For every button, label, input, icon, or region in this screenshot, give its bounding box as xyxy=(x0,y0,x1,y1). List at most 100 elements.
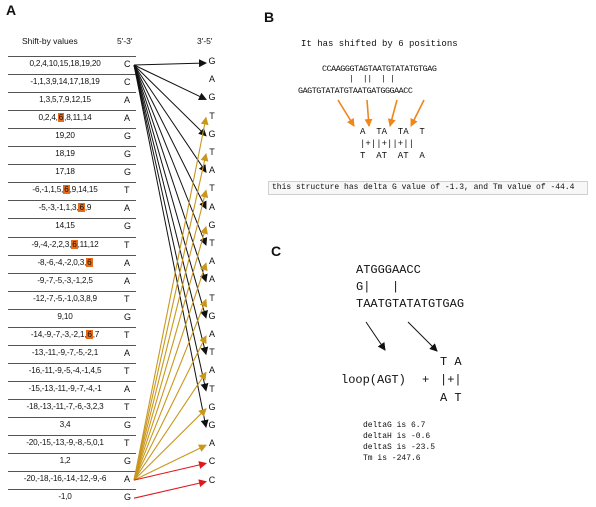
duplex-pairs: |+||+||+|| xyxy=(360,139,415,149)
shift-title: It has shifted by 6 positions xyxy=(301,39,458,49)
right-base: G xyxy=(208,420,216,430)
shift-row: -8,-6,-4,-2,0,3,6 A xyxy=(8,254,146,273)
left-base: A xyxy=(124,257,131,268)
left-base: G xyxy=(124,221,132,232)
left-base: T xyxy=(124,401,130,412)
right-base: T xyxy=(209,110,215,121)
panel-c-arrows xyxy=(365,321,438,352)
shift-values: 1,3,5,7,9,12,15 xyxy=(8,95,122,104)
right-base: G xyxy=(208,219,216,230)
right-base: A xyxy=(208,165,215,176)
shift-row: 18,19 G xyxy=(8,146,146,164)
black-arrow xyxy=(133,64,207,174)
shift-values: -12,-7,-5,-1,0,3,8,9 xyxy=(8,294,122,303)
shift-values-text: 0,2,4,10,15,18,19,20 xyxy=(29,59,101,68)
row-divider xyxy=(8,200,136,202)
orange-arrow xyxy=(410,99,425,127)
highlighted-shift: 6 xyxy=(63,185,70,195)
left-base: A xyxy=(124,474,131,485)
shift-values-text: 1,3,5,7,9,12,15 xyxy=(39,95,91,105)
tm-value: Tm is -247.6 xyxy=(363,454,421,463)
shift-values-text: -8,-6,-4,-2,0,3, xyxy=(37,257,87,267)
shift-row: -12,-7,-5,-1,0,3,8,9 T xyxy=(8,290,146,309)
row-divider xyxy=(8,435,136,437)
orange-arrow xyxy=(364,99,373,127)
left-base: A xyxy=(124,275,131,286)
row-divider xyxy=(8,308,136,310)
highlighted-shift: 6 xyxy=(78,203,85,213)
shift-values-text: -9,-4,-2,2,3, xyxy=(31,239,72,249)
shift-values: 19,20 xyxy=(8,131,122,140)
stem-pairs: |+| xyxy=(440,373,462,387)
shift-values: 0,2,4,10,15,18,19,20 xyxy=(8,59,122,68)
shift-row: 0,2,4,10,15,18,19,20 C xyxy=(8,56,146,74)
gold-arrow xyxy=(133,371,207,481)
shift-values: 3,4 xyxy=(8,420,122,429)
seq-bottom: GAGTGTATATGTAATGATGGGAACC xyxy=(298,86,413,96)
shift-row: 1,2 G xyxy=(8,453,146,471)
shift-values: 1,2 xyxy=(8,456,122,465)
hairpin-pairs: G| | xyxy=(356,280,400,294)
right-base: T xyxy=(209,292,215,303)
right-base: A xyxy=(208,365,215,376)
shift-values-text: ,9 xyxy=(84,203,92,213)
left-base: T xyxy=(124,438,130,449)
right-base: T xyxy=(209,347,215,358)
right-base: A xyxy=(208,201,215,212)
row-divider xyxy=(8,344,136,346)
hairpin-seq-2: TAATGTATATGTGAG xyxy=(356,297,465,311)
row-divider xyxy=(8,417,136,418)
row-divider xyxy=(8,326,136,328)
left-base: T xyxy=(124,185,130,196)
highlighted-shift: 6 xyxy=(71,239,78,249)
shift-row: -5,-3,-1,1,3,6,9 A xyxy=(8,200,146,218)
right-base: A xyxy=(208,329,215,339)
loop-label: loop(AGT) xyxy=(341,373,406,387)
shift-row: 0,2,4,6,8,11,14 A xyxy=(8,110,146,128)
plus-sign: + xyxy=(422,373,430,387)
black-arrow xyxy=(365,321,386,351)
gold-arrow xyxy=(133,444,207,481)
shift-row: -1,0 G xyxy=(8,489,146,507)
left-base: A xyxy=(124,203,131,214)
right-base: A xyxy=(208,274,215,285)
highlighted-shift: 6 xyxy=(86,257,93,267)
shift-row: -15,-13,-11,-9,-7,-4,-1 A xyxy=(8,380,146,399)
shift-values: -18,-13,-11,-7,-6,-3,2,3 xyxy=(8,402,122,411)
shift-row: -16,-11,-9,-5,-4,-1,4,5 T xyxy=(8,362,146,381)
pair-marks: | || | | xyxy=(349,74,395,84)
shift-row: -20,-18,-16,-14,-12,-9,-6 A xyxy=(8,471,146,489)
panel-b-label: B xyxy=(264,9,275,25)
shift-values-text: -16,-11,-9,-5,-4,-1,4,5 xyxy=(28,365,102,375)
black-arrow xyxy=(133,64,207,210)
shift-values-text: -20,-15,-13,-9,-8,-5,0,1 xyxy=(26,438,104,448)
right-base: A xyxy=(208,438,215,449)
shift-row: -14,-9,-7,-3,-2,1,6,7 T xyxy=(8,326,146,345)
black-arrow xyxy=(407,321,438,352)
row-divider xyxy=(8,290,136,292)
shift-values: -14,-9,-7,-3,-2,1,6,7 xyxy=(8,329,122,339)
shift-values-text: -14,-9,-7,-3,-2,1, xyxy=(30,329,87,339)
shift-values: -8,-6,-4,-2,0,3,6 xyxy=(8,257,122,267)
shift-values-text: 17,18 xyxy=(55,167,75,177)
shift-row: -6,-1,1,5,6,9,14,15 T xyxy=(8,182,146,200)
duplex-top: A TA TA T xyxy=(360,127,425,137)
shift-values: -9,-7,-5,-3,-1,2,5 xyxy=(8,276,122,285)
red-arrow xyxy=(133,461,207,481)
orange-arrow xyxy=(387,99,398,127)
row-divider xyxy=(8,254,136,256)
right-base: G xyxy=(208,92,216,103)
shift-by-header: Shift-by values xyxy=(22,36,78,46)
stem-top: T A xyxy=(440,355,462,369)
left-base: T xyxy=(124,329,130,340)
shift-row: -13,-11,-9,-7,-5,-2,1 A xyxy=(8,344,146,363)
right-base: G xyxy=(208,128,216,139)
right-base: C xyxy=(208,474,216,485)
shift-row: -18,-13,-11,-7,-6,-3,2,3 T xyxy=(8,398,146,417)
left-base: T xyxy=(124,293,130,304)
shift-values-text: -12,-7,-5,-1,0,3,8,9 xyxy=(33,293,97,303)
gold-arrow xyxy=(133,335,207,481)
right-base: T xyxy=(209,383,215,394)
right-base: G xyxy=(208,310,216,321)
